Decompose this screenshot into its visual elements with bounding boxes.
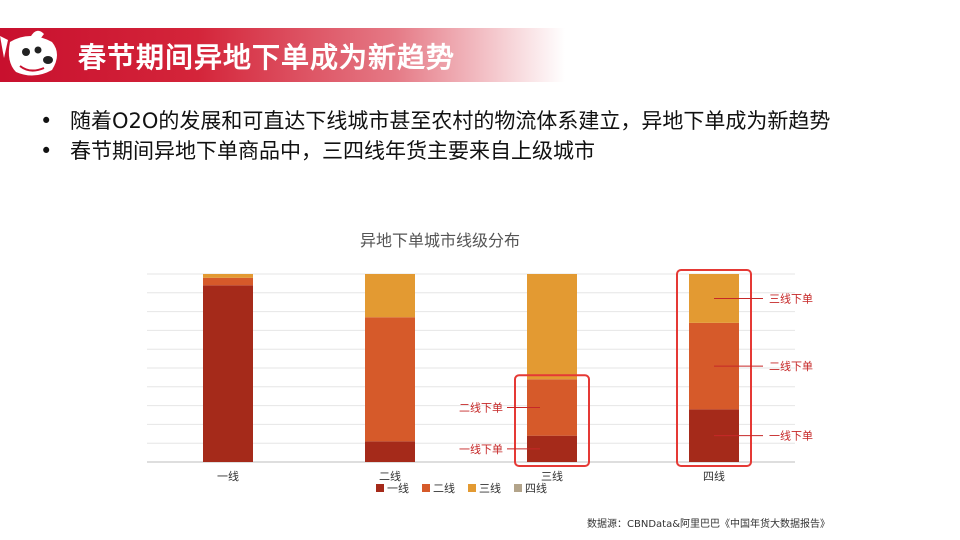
annotation-label: 三线下单 bbox=[769, 291, 813, 305]
bullet-item: • 春节期间异地下单商品中，三四线年货主要来自上级城市 bbox=[40, 139, 595, 163]
legend-label: 二线 bbox=[433, 481, 455, 495]
slide-title: 春节期间异地下单成为新趋势 bbox=[78, 41, 456, 74]
bullet-text: 随着O2O的发展和可直达下线城市甚至农村的物流体系建立，异地下单成为新趋势 bbox=[70, 109, 831, 133]
bullet-text: 春节期间异地下单商品中，三四线年货主要来自上级城市 bbox=[70, 139, 595, 163]
legend-swatch bbox=[514, 484, 522, 492]
legend-label: 三线 bbox=[479, 481, 501, 495]
bar-segment-一线-一线 bbox=[203, 285, 253, 462]
data-source-note: 数据源：CBNData&阿里巴巴《中国年货大数据报告》 bbox=[587, 519, 830, 530]
title-banner bbox=[0, 28, 565, 82]
x-tick-label: 二线 bbox=[379, 469, 401, 483]
x-tick-label: 一线 bbox=[217, 469, 239, 483]
chart-title: 异地下单城市线级分布 bbox=[360, 231, 520, 250]
bar-segment-三线-三线 bbox=[527, 274, 577, 380]
highlight-box bbox=[514, 374, 590, 467]
legend-label: 四线 bbox=[525, 481, 547, 495]
jd-dog-mascot-icon bbox=[0, 30, 57, 76]
annotation-label: 二线下单 bbox=[769, 359, 813, 373]
bar-segment-二线-一线 bbox=[365, 441, 415, 462]
legend-label: 一线 bbox=[387, 481, 409, 495]
annotation-label: 一线下单 bbox=[459, 442, 503, 456]
bar-segment-一线-三线 bbox=[203, 274, 253, 278]
highlight-box bbox=[676, 269, 752, 467]
annotation-label: 一线下单 bbox=[769, 429, 813, 443]
annotation-label: 二线下单 bbox=[459, 400, 503, 414]
legend-swatch bbox=[468, 484, 476, 492]
x-tick-label: 四线 bbox=[703, 469, 725, 483]
bullet-item: • 随着O2O的发展和可直达下线城市甚至农村的物流体系建立，异地下单成为新趋势 bbox=[40, 109, 831, 133]
bullet-list: • 随着O2O的发展和可直达下线城市甚至农村的物流体系建立，异地下单成为新趋势 •… bbox=[40, 106, 950, 166]
bar-segment-二线-三线 bbox=[365, 274, 415, 318]
x-tick-label: 三线 bbox=[541, 469, 563, 483]
legend-swatch bbox=[422, 484, 430, 492]
bar-segment-二线-二线 bbox=[365, 317, 415, 442]
bar-segment-一线-二线 bbox=[203, 277, 253, 286]
legend-swatch bbox=[376, 484, 384, 492]
